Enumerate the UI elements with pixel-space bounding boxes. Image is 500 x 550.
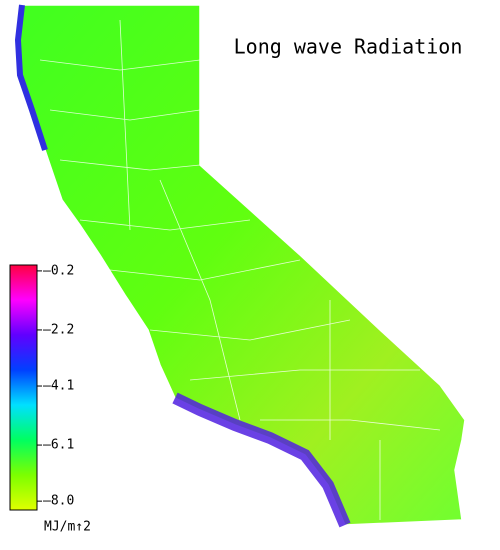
legend-unit: MJ/m↑2	[44, 520, 91, 535]
coastal-band	[14, 4, 48, 151]
tick-label: –0.2	[43, 263, 74, 278]
map-title: Long wave Radiation	[234, 35, 463, 59]
coastal-band	[172, 392, 351, 528]
state-outline	[17, 4, 466, 526]
tick-label: –4.1	[43, 379, 74, 394]
tick-label: –2.2	[43, 322, 74, 337]
county-lines	[39, 19, 441, 520]
tick-label: –6.1	[43, 438, 74, 453]
color-scale	[9, 264, 38, 511]
tick-label: –8.0	[43, 494, 74, 509]
